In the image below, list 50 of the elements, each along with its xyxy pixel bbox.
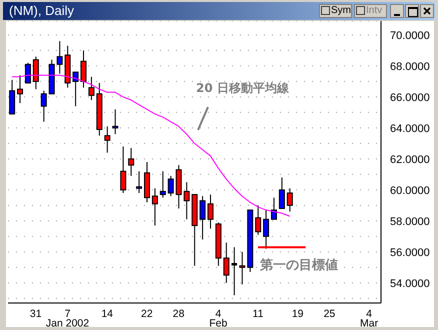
y-tick-label: 68.0000 xyxy=(390,60,430,73)
y-tick-label: 56.0000 xyxy=(390,246,430,259)
candlestick xyxy=(200,196,206,240)
y-tick-label: 58.0000 xyxy=(390,216,430,228)
x-tick-label: 22 xyxy=(141,308,153,320)
candlestick xyxy=(120,146,126,194)
x-tick-label: 31 xyxy=(30,308,42,320)
x-tick-label: 7 Jan 2002 xyxy=(46,308,90,330)
x-tick-label: 19 xyxy=(292,308,304,320)
candlestick xyxy=(136,170,142,194)
candlestick xyxy=(239,251,246,285)
candlestick xyxy=(24,62,31,84)
y-tick-label: 62.0000 xyxy=(390,154,430,166)
candlestick xyxy=(17,74,24,104)
candlestick xyxy=(278,176,285,209)
y-tick-label: 64.0000 xyxy=(390,122,430,135)
x-tick-label: 14 xyxy=(101,308,114,320)
candlestick xyxy=(152,188,158,226)
candlestick xyxy=(270,197,277,220)
candlestick xyxy=(40,90,47,122)
x-tick-label: 4 Mar xyxy=(360,308,379,330)
candlestick xyxy=(72,72,79,107)
candlestick xyxy=(112,108,118,135)
text: Sym xyxy=(319,4,352,18)
x-tick-label: 25 xyxy=(324,308,336,320)
y-tick-label: 54.0000 xyxy=(390,278,430,290)
x-tick-label: 11 xyxy=(252,308,264,320)
candlestick xyxy=(184,182,190,220)
candlestick xyxy=(104,126,110,154)
candlestick xyxy=(223,242,230,284)
candlestick xyxy=(128,148,134,176)
candlestick xyxy=(263,210,270,250)
y-tick-label: 70.0000 xyxy=(390,30,430,42)
candlestick xyxy=(286,188,293,212)
candlestick xyxy=(80,50,87,88)
candlestick xyxy=(32,56,39,90)
candlestick xyxy=(207,194,214,230)
annotation: 20 日移動平均線 xyxy=(196,80,289,97)
candlestick xyxy=(255,204,262,236)
candlestick xyxy=(88,76,94,101)
ref-line-label: 第一の目標値 xyxy=(258,258,338,274)
candlestick xyxy=(9,79,16,114)
text: Intv xyxy=(354,4,387,18)
candlestick xyxy=(160,170,166,198)
x-tick-label: 28 xyxy=(172,308,185,320)
y-tick-label: 66.0000 xyxy=(390,92,430,104)
x-tick-label: 4 Feb xyxy=(209,308,228,330)
y-tick-label: 60.0000 xyxy=(390,184,430,197)
candlestick xyxy=(232,246,238,296)
chart-title: (NM), Daily xyxy=(9,3,74,18)
